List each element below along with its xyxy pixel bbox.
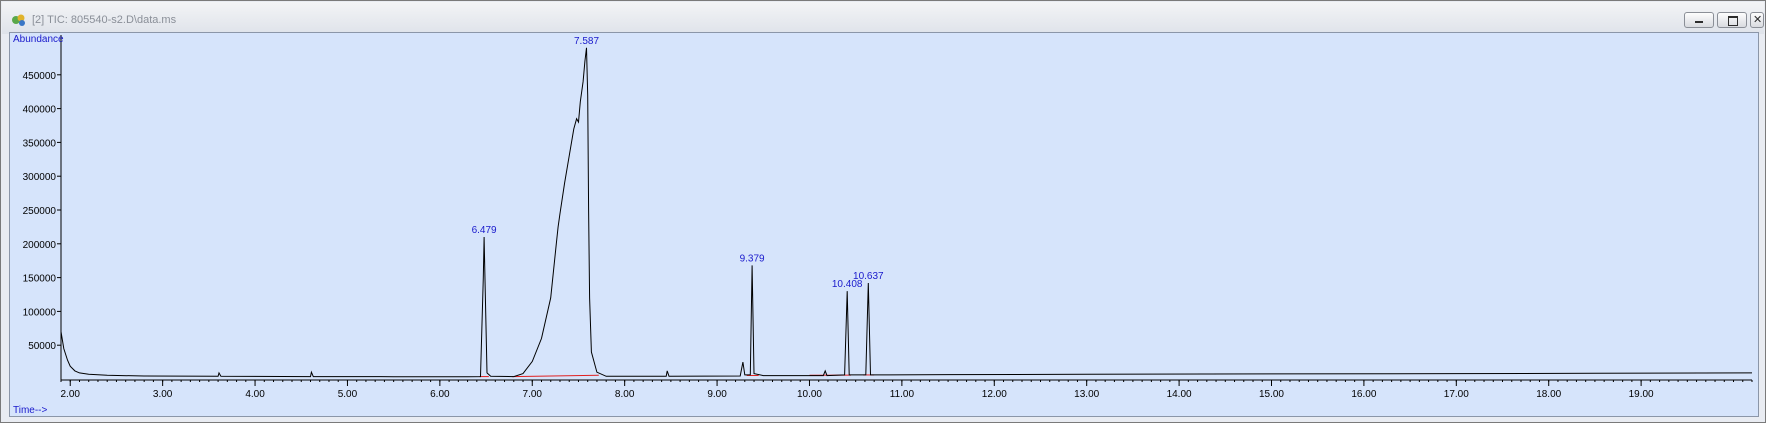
close-button[interactable]: ✕ bbox=[1750, 12, 1764, 28]
x-tick-label: 15.00 bbox=[1259, 389, 1284, 400]
y-tick-label: 150000 bbox=[23, 274, 57, 285]
x-tick-label: 3.00 bbox=[153, 389, 173, 400]
peak-label: 9.379 bbox=[740, 253, 765, 264]
x-tick-label: 8.00 bbox=[615, 389, 635, 400]
x-tick-label: 11.00 bbox=[890, 389, 915, 400]
x-tick-label: 13.00 bbox=[1074, 389, 1099, 400]
close-icon: ✕ bbox=[1753, 14, 1763, 26]
x-tick-label: 14.00 bbox=[1167, 389, 1192, 400]
x-tick-label: 4.00 bbox=[245, 389, 265, 400]
x-tick-label: 5.00 bbox=[338, 389, 358, 400]
y-tick-label: 250000 bbox=[23, 206, 57, 217]
title-bar[interactable]: [2] TIC: 805540-s2.D\data.ms ✕ bbox=[2, 2, 1764, 34]
x-tick-label: 9.00 bbox=[707, 389, 727, 400]
peak-label: 7.587 bbox=[574, 36, 599, 47]
restore-icon bbox=[1728, 16, 1738, 26]
minimize-icon bbox=[1695, 21, 1703, 23]
peak-label: 10.408 bbox=[832, 279, 863, 290]
x-axis-label: Time--> bbox=[13, 405, 48, 416]
y-tick-label: 50000 bbox=[28, 341, 56, 352]
integration-baseline bbox=[511, 374, 599, 378]
peak-label: 6.479 bbox=[472, 225, 497, 236]
y-axis-label: Abundance bbox=[13, 34, 64, 45]
restore-button[interactable] bbox=[1717, 12, 1747, 28]
y-tick-label: 450000 bbox=[23, 71, 57, 82]
x-tick-label: 19.00 bbox=[1629, 389, 1654, 400]
chromatogram-app-icon bbox=[12, 14, 25, 26]
window-title: [2] TIC: 805540-s2.D\data.ms bbox=[32, 14, 177, 26]
x-tick-label: 12.00 bbox=[982, 389, 1007, 400]
x-tick-label: 18.00 bbox=[1536, 389, 1561, 400]
x-tick-label: 16.00 bbox=[1351, 389, 1376, 400]
x-tick-label: 10.00 bbox=[797, 389, 822, 400]
y-tick-label: 200000 bbox=[23, 240, 57, 251]
plot-area[interactable]: Abundance Time--> 50000 100000 150000 200000 2… bbox=[9, 32, 1759, 417]
x-tick-label: 17.00 bbox=[1444, 389, 1469, 400]
x-tick-label: 6.00 bbox=[430, 389, 450, 400]
y-tick-label: 100000 bbox=[23, 307, 57, 318]
y-tick-label: 300000 bbox=[23, 172, 57, 183]
peak-label: 10.637 bbox=[853, 271, 884, 282]
tic-trace bbox=[60, 47, 1753, 378]
x-tick-label: 2.00 bbox=[61, 389, 81, 400]
y-tick-label: 350000 bbox=[23, 138, 57, 149]
chromatogram-chart: Abundance Time--> 50000 100000 150000 200000 2… bbox=[13, 34, 1753, 416]
minimize-button[interactable] bbox=[1684, 12, 1714, 28]
y-tick-label: 400000 bbox=[23, 105, 57, 116]
x-tick-label: 7.00 bbox=[523, 389, 543, 400]
